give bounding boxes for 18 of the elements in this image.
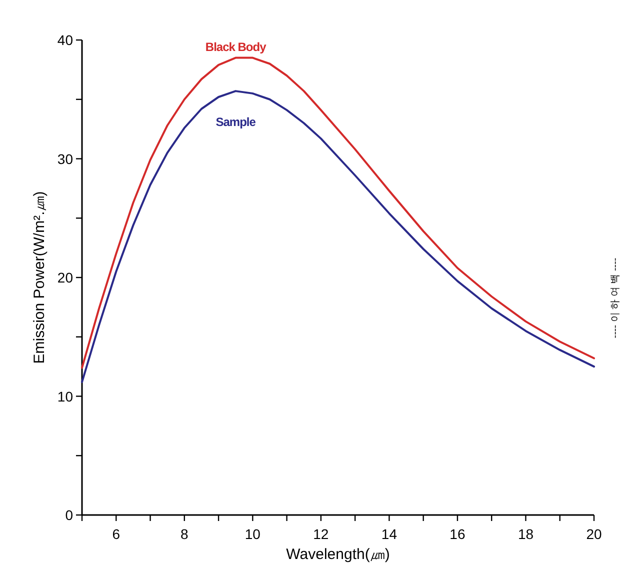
y-tick-label: 30 <box>57 150 74 167</box>
y-tick-label: 10 <box>57 388 74 404</box>
series-label: Sample <box>216 115 256 130</box>
y-axis-title: Emission Power(W/m².㎛) <box>31 191 48 364</box>
text: ---- 이 하 여 백 ---- <box>610 258 621 338</box>
x-tick-label: 6 <box>112 526 120 542</box>
x-tick-label: 12 <box>313 526 329 542</box>
x-tick-label: 14 <box>381 526 398 542</box>
y-tick-label: 20 <box>57 270 74 286</box>
y-tick-label: 0 <box>65 507 74 523</box>
y-tick-label: 40 <box>57 32 74 48</box>
x-axis-title: Wavelength(㎛) <box>286 546 390 563</box>
x-tick-label: 16 <box>450 526 466 542</box>
series-label: Black Body <box>205 40 267 54</box>
x-tick-label: 10 <box>244 526 261 542</box>
x-tick-label: 20 <box>586 526 602 542</box>
x-tick-label: 18 <box>518 526 534 542</box>
x-tick-label: 8 <box>180 526 188 542</box>
